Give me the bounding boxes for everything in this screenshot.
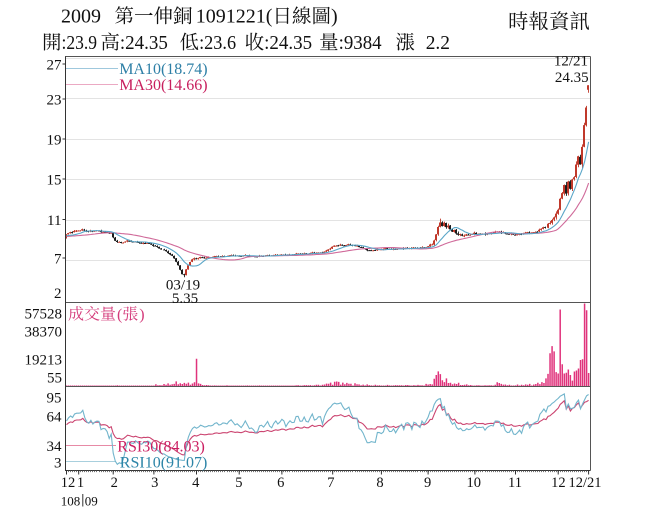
svg-text:MA30(14.66): MA30(14.66) <box>119 77 207 94</box>
svg-text:95: 95 <box>47 390 62 406</box>
svg-text:2: 2 <box>111 475 118 491</box>
svg-text:(: ( <box>117 307 122 324</box>
svg-text:8: 8 <box>376 475 383 491</box>
svg-text:108: 108 <box>61 494 81 509</box>
svg-text:11: 11 <box>508 475 522 491</box>
svg-text:MA10(18.74): MA10(18.74) <box>119 61 207 78</box>
svg-text:09: 09 <box>85 494 98 509</box>
svg-text:19: 19 <box>47 132 62 148</box>
svg-text:12: 12 <box>551 475 566 491</box>
svg-text:23: 23 <box>47 92 62 108</box>
svg-text:15: 15 <box>47 172 62 188</box>
svg-text::23.6: :23.6 <box>199 33 236 54</box>
svg-text:7: 7 <box>54 251 62 267</box>
svg-text:5.35: 5.35 <box>172 291 198 307</box>
svg-text:27: 27 <box>47 57 63 73</box>
svg-text:5: 5 <box>235 475 242 491</box>
svg-text:RSI30(84.03): RSI30(84.03) <box>117 438 205 455</box>
svg-text:4: 4 <box>192 475 200 491</box>
svg-text:55: 55 <box>47 370 62 386</box>
svg-text::9384: :9384 <box>339 33 382 54</box>
svg-text:12/21: 12/21 <box>554 53 588 69</box>
svg-text::23.9: :23.9 <box>62 33 98 54</box>
svg-text:19213: 19213 <box>25 353 63 369</box>
svg-text:1091221(: 1091221( <box>196 6 273 28</box>
svg-text:RSI10(91.07): RSI10(91.07) <box>120 454 208 471</box>
svg-text:7: 7 <box>327 475 334 491</box>
svg-text:2: 2 <box>54 286 62 302</box>
svg-text:): ) <box>331 6 338 28</box>
svg-text::24.35: :24.35 <box>264 33 312 54</box>
svg-text:38370: 38370 <box>25 325 63 341</box>
svg-text:11: 11 <box>47 213 61 229</box>
svg-text:6: 6 <box>277 475 284 491</box>
svg-text:34: 34 <box>47 439 63 455</box>
svg-text:10: 10 <box>467 475 482 491</box>
svg-text:12: 12 <box>61 475 76 491</box>
svg-text:2.2: 2.2 <box>426 33 450 54</box>
svg-text:1: 1 <box>77 475 84 491</box>
svg-text::24.35: :24.35 <box>120 33 168 54</box>
svg-text:64: 64 <box>47 409 63 425</box>
svg-text:2009: 2009 <box>61 6 101 28</box>
svg-text:9: 9 <box>424 475 431 491</box>
svg-text:24.35: 24.35 <box>555 70 589 86</box>
svg-text:12/21: 12/21 <box>568 475 601 491</box>
svg-text:): ) <box>139 307 144 324</box>
svg-text:3: 3 <box>151 475 158 491</box>
svg-text:3: 3 <box>54 455 62 471</box>
svg-text:03/19: 03/19 <box>166 277 200 293</box>
svg-text:57528: 57528 <box>25 307 63 323</box>
